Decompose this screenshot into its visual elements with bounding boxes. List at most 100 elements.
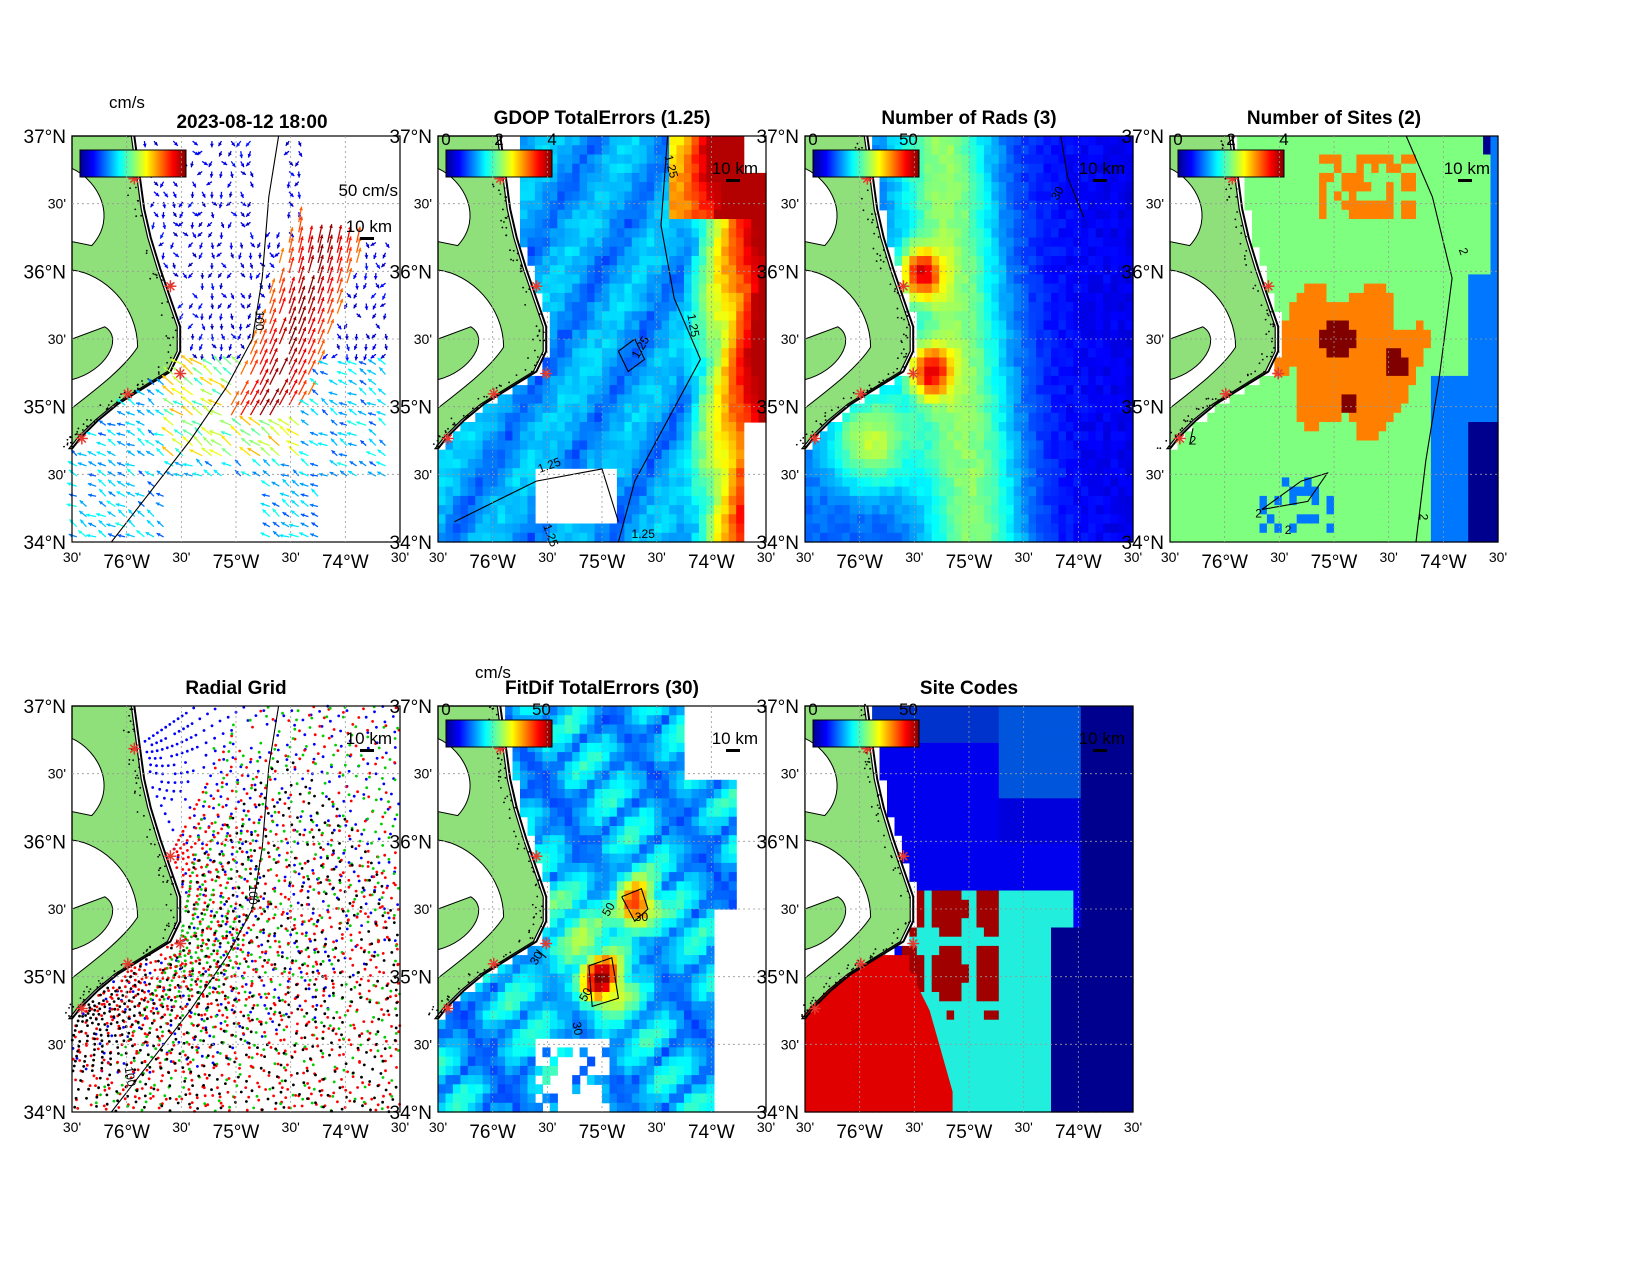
- heatmap-cell: [602, 532, 611, 543]
- vector-head: [200, 398, 205, 402]
- coast-dot: [69, 441, 72, 444]
- y-tick-label: 34°N: [390, 533, 432, 554]
- vector-head: [353, 345, 358, 350]
- vector-head: [192, 367, 197, 372]
- heatmap-cell: [1088, 256, 1097, 266]
- heatmap-cell: [857, 532, 866, 543]
- heatmap-cell: [961, 136, 970, 146]
- heatmap-cell: [1013, 145, 1022, 155]
- vector-head: [137, 427, 142, 432]
- heatmap-cell: [954, 320, 963, 331]
- heatmap-cell: [713, 320, 722, 331]
- heatmap-cell: [624, 394, 633, 405]
- vector-head: [67, 461, 72, 465]
- vector-head: [257, 315, 262, 320]
- heatmap-cell: [534, 422, 543, 432]
- vector-head: [197, 171, 202, 175]
- heatmap-cell: [639, 228, 648, 239]
- heatmap-cell: [736, 468, 745, 478]
- heatmap-cell: [639, 486, 648, 497]
- vector-head: [320, 276, 325, 280]
- vector-head: [310, 483, 314, 487]
- heatmap-cell: [1103, 486, 1112, 497]
- heatmap-cell: [879, 431, 888, 442]
- heatmap-cell: [631, 532, 640, 543]
- heatmap-cell: [549, 412, 558, 423]
- heatmap-cell: [534, 412, 543, 423]
- heatmap-cell: [1080, 265, 1089, 275]
- heatmap-cell: [676, 265, 685, 275]
- heatmap-cell: [706, 228, 715, 239]
- vector-head: [330, 298, 334, 302]
- vector-head: [182, 364, 187, 369]
- colorbar-tick-label: 0: [808, 130, 817, 149]
- heatmap-cell: [736, 237, 745, 248]
- heatmap-cell: [728, 339, 737, 349]
- heatmap-cell: [961, 449, 970, 460]
- heatmap-cell: [691, 505, 700, 515]
- vector-head: [228, 224, 232, 229]
- heatmap-cell: [1095, 486, 1104, 497]
- heatmap-cell: [1088, 431, 1097, 442]
- heatmap-cell: [549, 163, 558, 174]
- heatmap-cell: [1028, 431, 1037, 442]
- vector-head: [209, 174, 214, 178]
- heatmap-cell: [721, 532, 730, 543]
- vector-head: [189, 304, 193, 309]
- vector-head: [365, 244, 370, 249]
- coast-dot: [169, 344, 172, 347]
- heatmap-cell: [1103, 523, 1112, 534]
- scale-bar: [1093, 179, 1107, 182]
- heatmap-cell: [736, 459, 745, 469]
- vector-head: [357, 247, 362, 252]
- heatmap-cell: [931, 348, 940, 358]
- heatmap-cell: [1065, 172, 1074, 183]
- heatmap-cell: [1058, 477, 1067, 488]
- heatmap-cell: [1103, 237, 1112, 248]
- heatmap-cell: [594, 459, 603, 469]
- vector-head: [348, 368, 353, 373]
- x-tick-label: 30': [905, 549, 923, 565]
- vector-head: [210, 143, 214, 148]
- vector-head: [107, 422, 111, 427]
- heatmap-cell: [961, 228, 970, 239]
- heatmap-cell: [669, 191, 678, 202]
- heatmap-cell: [805, 449, 814, 460]
- contour-label: 1.25: [632, 527, 656, 541]
- heatmap-cell: [901, 468, 910, 478]
- heatmap-cell: [901, 375, 910, 386]
- heatmap-cell: [954, 468, 963, 478]
- heatmap-cell: [594, 440, 603, 451]
- heatmap-cell: [534, 440, 543, 451]
- heatmap-cell: [713, 311, 722, 322]
- heatmap-cell: [520, 394, 529, 405]
- heatmap-cell: [857, 523, 866, 534]
- vector-head: [348, 236, 352, 241]
- vector-head: [347, 401, 352, 405]
- heatmap-cell: [706, 191, 715, 202]
- heatmap-cell: [1088, 468, 1097, 478]
- heatmap-cell: [587, 256, 596, 266]
- heatmap-cell: [894, 237, 903, 248]
- heatmap-cell: [879, 459, 888, 469]
- heatmap-cell: [587, 449, 596, 460]
- heatmap-cell: [721, 182, 730, 192]
- heatmap-cell: [706, 468, 715, 478]
- heatmap-cell: [954, 265, 963, 275]
- heatmap-cell: [475, 440, 484, 451]
- heatmap-cell: [812, 505, 821, 515]
- heatmap-cell: [676, 228, 685, 239]
- heatmap-cell: [939, 440, 948, 451]
- heatmap-cell: [991, 505, 1000, 515]
- heatmap-cell: [983, 311, 992, 322]
- heatmap-cell: [954, 357, 963, 368]
- coast-dot: [875, 260, 878, 263]
- coast-dot: [504, 199, 507, 202]
- heatmap-cell: [631, 136, 640, 146]
- heatmap-cell: [698, 292, 707, 303]
- heatmap-cell: [654, 191, 663, 202]
- heatmap-cell: [631, 219, 640, 229]
- heatmap-cell: [1080, 145, 1089, 155]
- heatmap-cell: [497, 449, 506, 460]
- heatmap-cell: [1118, 154, 1127, 165]
